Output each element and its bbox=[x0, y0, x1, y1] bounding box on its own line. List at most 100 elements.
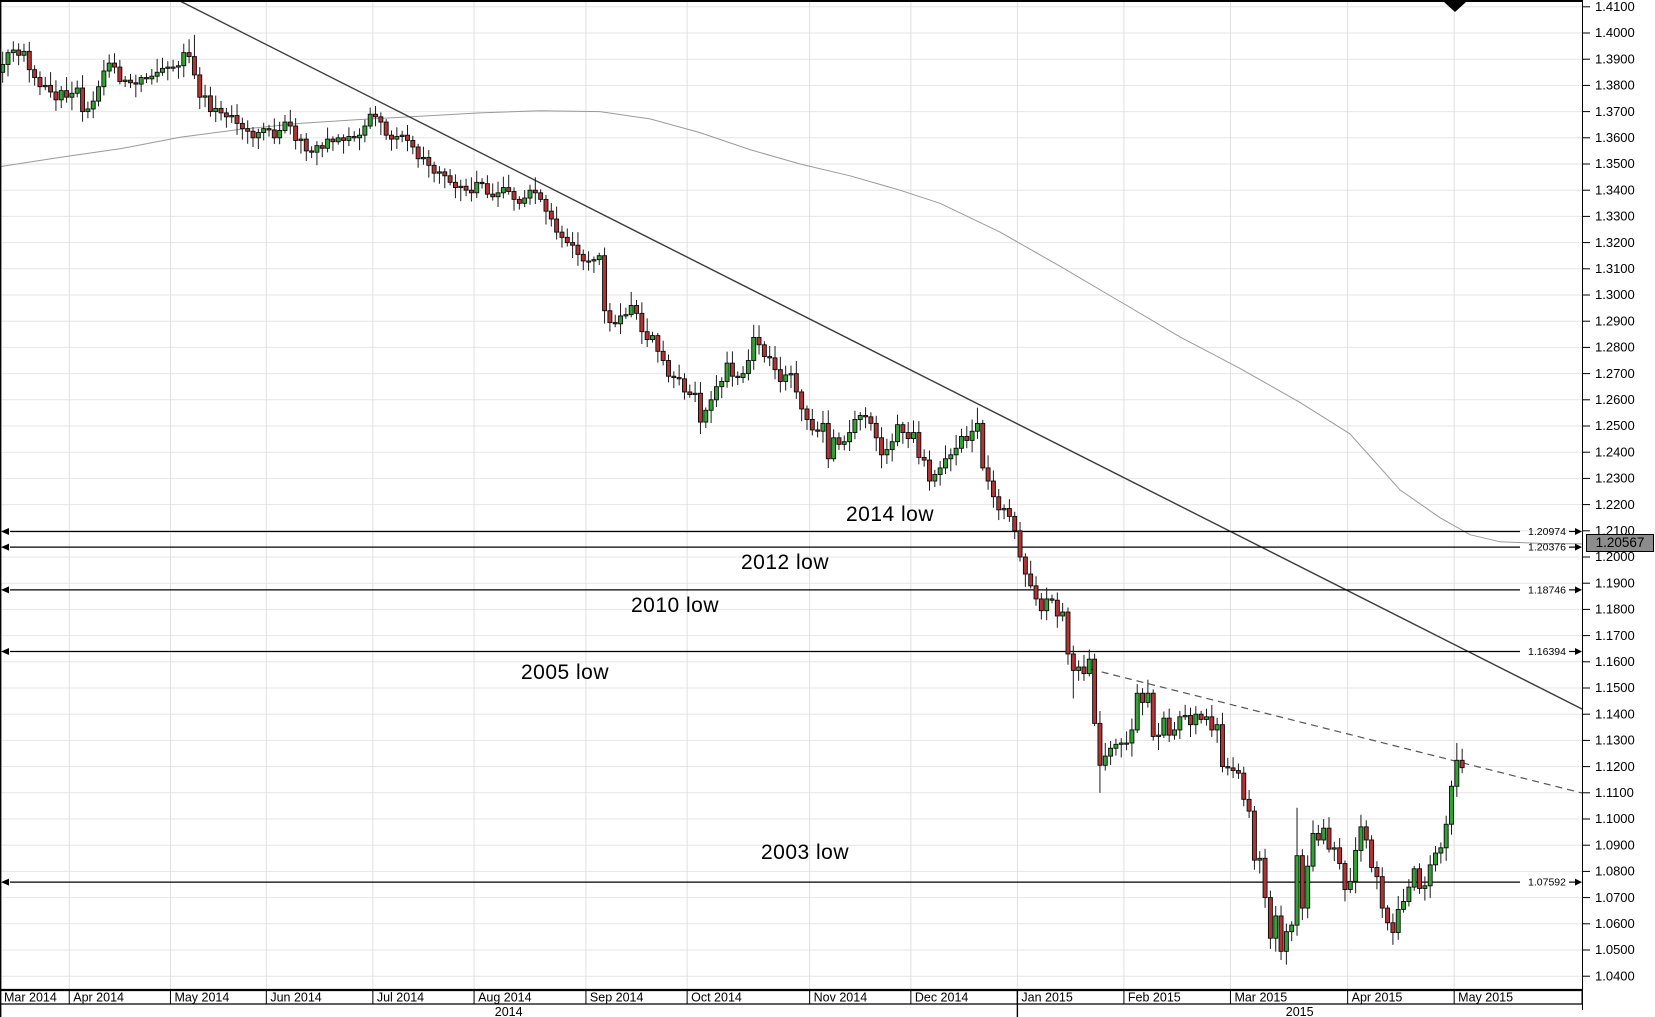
candle-down bbox=[309, 150, 315, 153]
candle-up bbox=[708, 399, 714, 411]
candle-down bbox=[1150, 692, 1156, 737]
moving-average-line[interactable] bbox=[0, 110, 1583, 545]
support-level-2003-low[interactable]: 1.07592 bbox=[1, 876, 1582, 888]
support-level-2012-low[interactable]: 1.20376 bbox=[1, 542, 1582, 554]
price-tick-label: 1.2300 bbox=[1595, 471, 1635, 486]
month-label: May 2015 bbox=[1458, 991, 1513, 1005]
candle-up bbox=[628, 305, 634, 316]
candle-down bbox=[996, 496, 1002, 511]
candle-down bbox=[879, 437, 885, 456]
month-label: Apr 2015 bbox=[1352, 991, 1403, 1005]
level-right-arrow-icon bbox=[1575, 647, 1582, 655]
candle-down bbox=[442, 171, 448, 177]
candle-down bbox=[799, 391, 805, 410]
candle-up bbox=[948, 454, 954, 460]
candle-up bbox=[932, 474, 938, 482]
scroll-marker-icon[interactable] bbox=[1444, 2, 1466, 12]
candle-down bbox=[836, 437, 842, 445]
price-axis[interactable]: 1.0400 1.0500 1.0600 1.0700 1.0800 1.0900 1.10… bbox=[1582, 0, 1635, 983]
candle-up bbox=[751, 336, 757, 361]
candle-up bbox=[1406, 886, 1412, 902]
candle-up bbox=[857, 415, 863, 420]
candle-down bbox=[644, 331, 650, 340]
candle-down bbox=[490, 193, 496, 198]
candle-up bbox=[1172, 729, 1177, 736]
grid-layer bbox=[0, 0, 1582, 990]
candle-up bbox=[953, 447, 959, 456]
candle-up bbox=[1086, 658, 1092, 675]
price-tick-label: 1.3200 bbox=[1595, 235, 1635, 250]
candle-up bbox=[788, 373, 794, 376]
support-level-2014-low[interactable]: 1.20974 bbox=[1, 526, 1582, 538]
support-level-2005-low[interactable]: 1.16394 bbox=[1, 646, 1582, 658]
candle-down bbox=[479, 181, 485, 185]
candle-down bbox=[825, 422, 831, 460]
candle-down bbox=[207, 95, 213, 113]
candle-down bbox=[639, 312, 645, 333]
month-label: Dec 2014 bbox=[915, 991, 969, 1005]
candle-up bbox=[847, 432, 853, 443]
annotation-2005-low[interactable]: 2005 low bbox=[520, 661, 610, 684]
candle-down bbox=[32, 69, 38, 78]
month-label: Mar 2014 bbox=[4, 991, 57, 1005]
candle-up bbox=[213, 108, 219, 113]
candle-up bbox=[740, 373, 746, 378]
price-tick-label: 1.3900 bbox=[1595, 51, 1635, 66]
candle-up bbox=[74, 87, 80, 94]
descending-trendline[interactable] bbox=[177, 0, 1583, 710]
candle-down bbox=[548, 210, 554, 220]
candle-down bbox=[463, 185, 469, 191]
candle-down bbox=[602, 255, 608, 312]
candle-up bbox=[943, 458, 948, 469]
candle-down bbox=[1278, 915, 1284, 952]
month-label: Jan 2015 bbox=[1021, 991, 1072, 1005]
candle-down bbox=[905, 432, 911, 440]
candle-up bbox=[314, 145, 320, 153]
candle-up bbox=[713, 386, 719, 401]
candle-up bbox=[298, 138, 304, 141]
annotation-2010-low[interactable]: 2010 low bbox=[630, 594, 720, 617]
candle-up bbox=[154, 71, 160, 77]
annotation-2003-low[interactable]: 2003 low bbox=[760, 841, 850, 864]
candle-up bbox=[1129, 729, 1135, 744]
candle-up bbox=[1161, 717, 1167, 736]
candle-down bbox=[1012, 515, 1018, 532]
price-tick-label: 1.3400 bbox=[1595, 182, 1635, 197]
candle-down bbox=[452, 181, 458, 189]
annotation-2012-low[interactable]: 2012 low bbox=[740, 551, 830, 574]
candle-up bbox=[500, 187, 506, 194]
candle-up bbox=[586, 260, 592, 263]
candle-down bbox=[218, 108, 224, 114]
annotation-2014-low[interactable]: 2014 low bbox=[845, 503, 935, 526]
candle-down bbox=[1235, 770, 1241, 774]
candle-down bbox=[239, 122, 245, 130]
price-tick-label: 1.3300 bbox=[1595, 209, 1635, 224]
candle-up bbox=[1044, 598, 1050, 612]
candle-down bbox=[729, 362, 735, 377]
candle-down bbox=[415, 146, 421, 160]
candle-up bbox=[1204, 716, 1209, 720]
candle-up bbox=[1358, 826, 1364, 851]
price-tick-label: 1.4100 bbox=[1595, 0, 1635, 14]
support-level-2010-low[interactable]: 1.18746 bbox=[1, 584, 1582, 596]
candle-up bbox=[1433, 852, 1438, 866]
candle-up bbox=[1454, 759, 1460, 787]
level-left-arrow-icon bbox=[1, 543, 9, 551]
price-tick-label: 1.1000 bbox=[1595, 811, 1635, 826]
dashed-trendline[interactable] bbox=[1089, 668, 1583, 794]
time-axis[interactable]: Mar 2014 Apr 2014 May 2014 Jun 2014 Jul 2014… bbox=[0, 988, 1583, 1017]
candle-up bbox=[1331, 847, 1337, 850]
price-tick-label: 1.1300 bbox=[1595, 733, 1635, 748]
candle-down bbox=[80, 87, 86, 113]
candle-down bbox=[793, 373, 799, 393]
candle-up bbox=[623, 314, 629, 317]
candle-up bbox=[831, 437, 837, 460]
candle-down bbox=[26, 50, 32, 71]
candle-up bbox=[495, 192, 501, 198]
price-tick-label: 1.0800 bbox=[1595, 864, 1635, 879]
candle-down bbox=[144, 77, 149, 80]
candle-down bbox=[64, 90, 70, 98]
candle-up bbox=[1182, 715, 1188, 718]
candle-down bbox=[772, 357, 778, 371]
